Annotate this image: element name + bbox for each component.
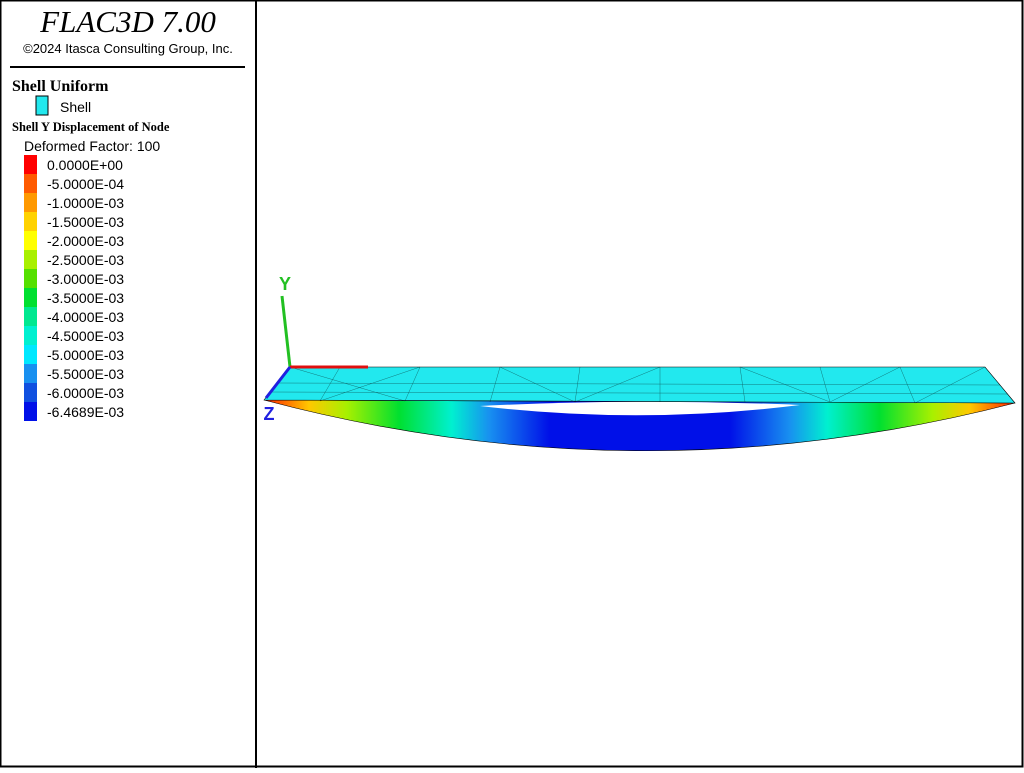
scale-swatch: [24, 231, 37, 250]
scale-swatch: [24, 174, 37, 193]
scale-label: -4.5000E-03: [47, 328, 124, 344]
contour-title: Shell Y Displacement of Node: [12, 120, 170, 134]
y-axis-arrow: [280, 295, 292, 368]
group-swatch: [35, 95, 49, 116]
scale-swatch: [24, 193, 37, 212]
scale-label: -1.5000E-03: [47, 214, 124, 230]
model: Y Z: [263, 274, 1016, 452]
scale-swatch: [24, 345, 37, 364]
scale-swatch: [24, 402, 37, 421]
scale-label: -6.0000E-03: [47, 385, 124, 401]
scale-label: -6.4689E-03: [47, 404, 124, 420]
scale-swatch: [24, 307, 37, 326]
z-axis-label: Z: [264, 404, 275, 424]
y-axis-label: Y: [279, 274, 291, 294]
scale-swatch: [24, 250, 37, 269]
scale-label: -4.0000E-03: [47, 309, 124, 325]
z-axis-arrow: [264, 366, 292, 399]
scale-swatch: [24, 326, 37, 345]
scale-label: -5.0000E-04: [47, 176, 124, 192]
scale-label: -2.0000E-03: [47, 233, 124, 249]
color-scale: 0.0000E+00 -5.0000E-04 -1.0000E-03 -1.5000E…: [24, 155, 124, 421]
gap: [480, 401, 800, 416]
scale-swatch: [24, 212, 37, 231]
scale-label: -3.0000E-03: [47, 271, 124, 287]
scale-swatch: [24, 269, 37, 288]
scale-label: -2.5000E-03: [47, 252, 124, 268]
scale-swatch: [24, 364, 37, 383]
deformed-shell: [263, 399, 1016, 452]
group-item: Shell: [60, 99, 91, 115]
scale-swatch: [24, 155, 37, 174]
scale-label: -1.0000E-03: [47, 195, 124, 211]
copyright: ©2024 Itasca Consulting Group, Inc.: [23, 41, 233, 56]
scale-label: 0.0000E+00: [47, 157, 123, 173]
mesh: [269, 366, 1009, 404]
group-title: Shell Uniform: [12, 78, 109, 95]
scale-label: -5.5000E-03: [47, 366, 124, 382]
app-title: FLAC3D 7.00: [39, 4, 216, 39]
scale-swatch: [24, 383, 37, 402]
scale-label: -3.5000E-03: [47, 290, 124, 306]
scale-swatch: [24, 288, 37, 307]
deform-factor: Deformed Factor: 100: [24, 138, 160, 154]
scale-label: -5.0000E-03: [47, 347, 124, 363]
